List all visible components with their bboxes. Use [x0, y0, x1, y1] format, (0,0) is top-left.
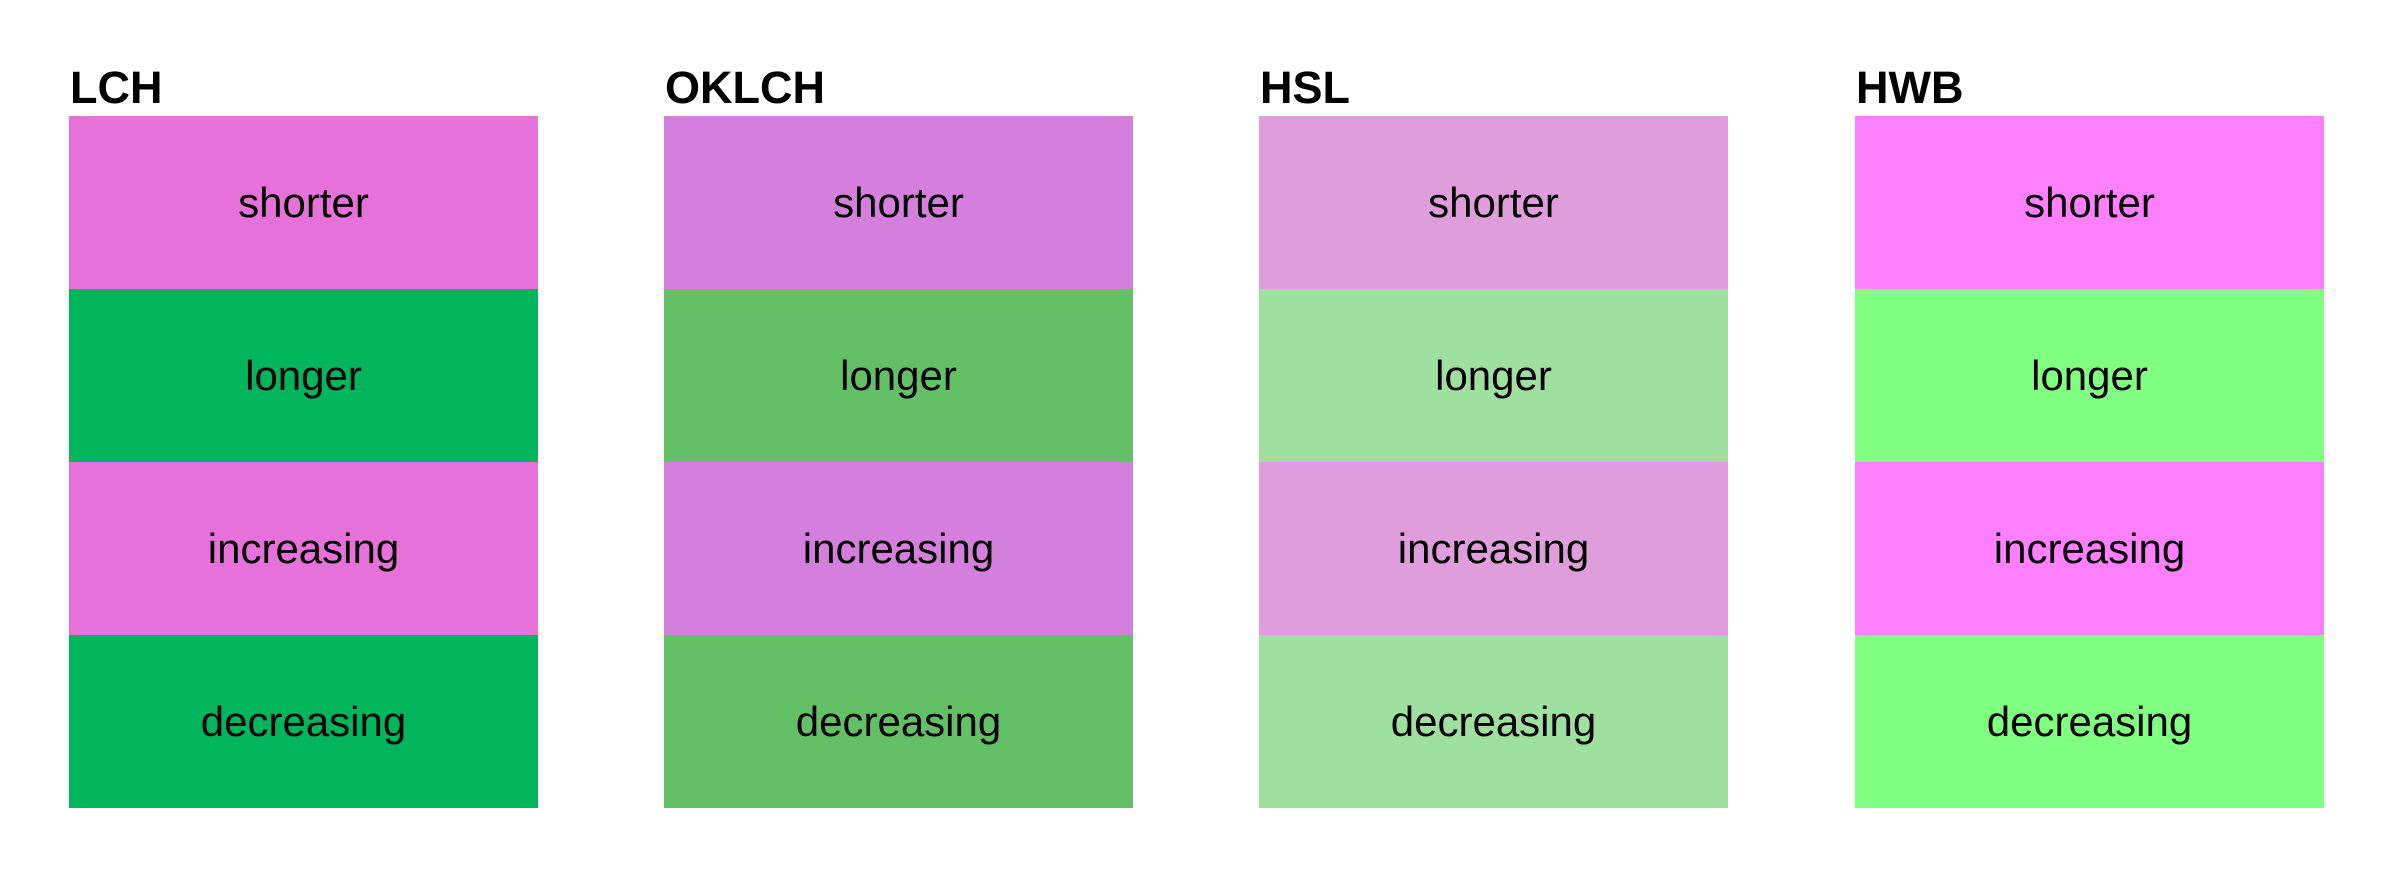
column-hsl: HSL shorter longer increasing decreasing — [1259, 60, 1728, 808]
swatch-longer: longer — [1855, 289, 2324, 462]
swatch-increasing: increasing — [69, 462, 538, 635]
swatch-decreasing: decreasing — [664, 635, 1133, 808]
column-oklch: OKLCH shorter longer increasing decreasi… — [664, 60, 1133, 808]
swatch-decreasing: decreasing — [69, 635, 538, 808]
swatch-shorter: shorter — [1259, 116, 1728, 289]
swatch-shorter: shorter — [1855, 116, 2324, 289]
column-title: HSL — [1260, 62, 1350, 113]
column-title: OKLCH — [665, 62, 825, 113]
swatch-shorter: shorter — [664, 116, 1133, 289]
swatch-decreasing: decreasing — [1855, 635, 2324, 808]
column-title: HWB — [1856, 62, 1964, 113]
swatch-increasing: increasing — [1855, 462, 2324, 635]
column-lch: LCH shorter longer increasing decreasing — [69, 60, 538, 808]
column-title: LCH — [70, 62, 163, 113]
swatch-increasing: increasing — [1259, 462, 1728, 635]
swatch-increasing: increasing — [664, 462, 1133, 635]
column-hwb: HWB shorter longer increasing decreasing — [1855, 60, 2324, 808]
swatch-longer: longer — [1259, 289, 1728, 462]
swatch-shorter: shorter — [69, 116, 538, 289]
swatch-longer: longer — [69, 289, 538, 462]
swatch-decreasing: decreasing — [1259, 635, 1728, 808]
swatch-longer: longer — [664, 289, 1133, 462]
